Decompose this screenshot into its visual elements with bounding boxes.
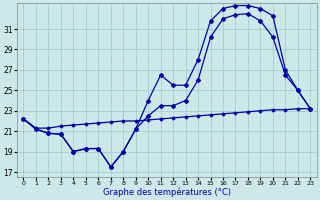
X-axis label: Graphe des températures (°C): Graphe des températures (°C) [103, 187, 231, 197]
